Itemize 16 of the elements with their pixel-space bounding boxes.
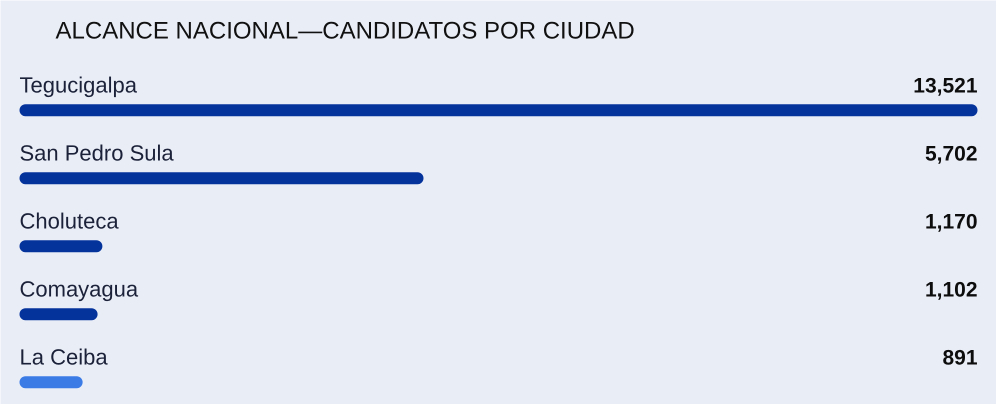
- bar: [20, 308, 98, 320]
- chart-title: ALCANCE NACIONAL—CANDIDATOS POR CIUDAD: [56, 18, 635, 44]
- data-label: 13,521: [913, 74, 978, 98]
- bar: [20, 104, 978, 116]
- data-label: 5,702: [924, 142, 978, 166]
- y-tick-label: La Ceiba: [20, 344, 108, 370]
- data-label: 891: [942, 346, 978, 370]
- y-tick-label: Comayagua: [20, 276, 139, 302]
- data-label: 1,170: [924, 210, 978, 234]
- bar: [20, 172, 424, 184]
- y-tick-label: San Pedro Sula: [20, 140, 174, 166]
- bar: [20, 240, 102, 252]
- y-tick-label: Choluteca: [20, 208, 120, 234]
- y-tick-label: Tegucigalpa: [20, 72, 138, 98]
- data-label: 1,102: [924, 278, 978, 302]
- bar: [20, 376, 83, 388]
